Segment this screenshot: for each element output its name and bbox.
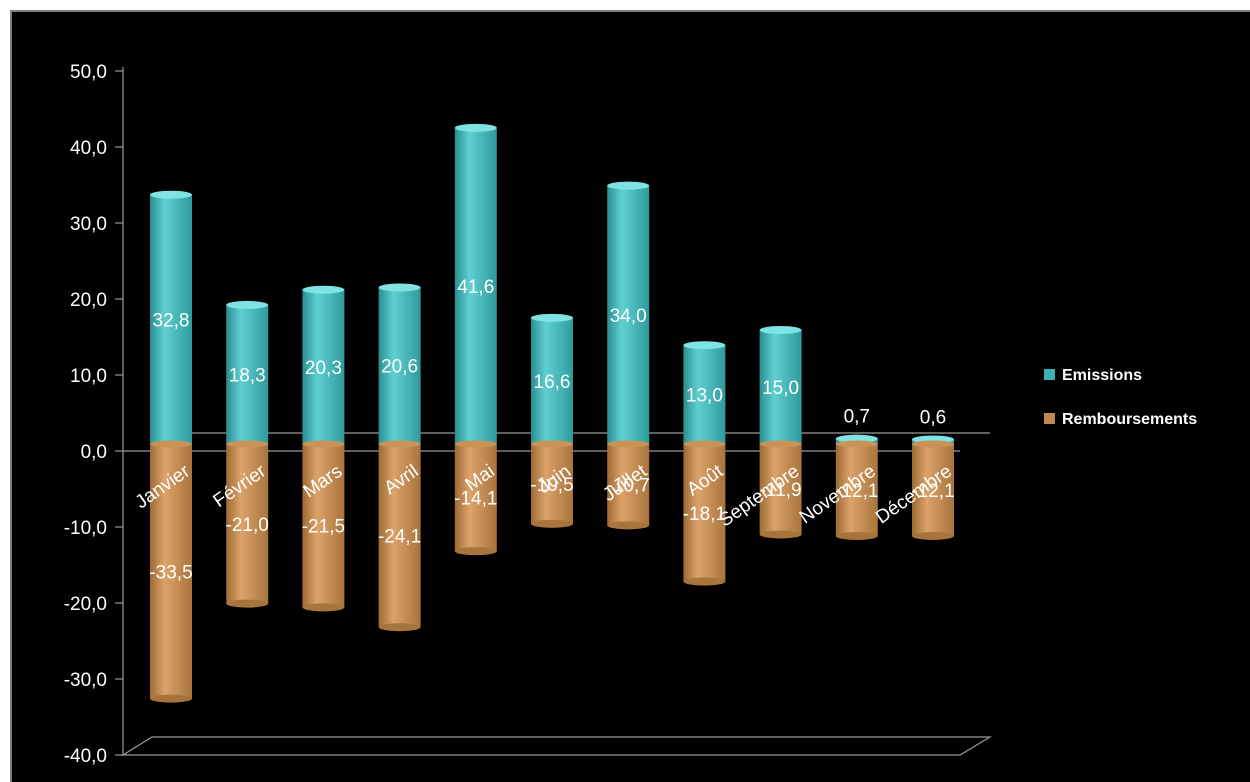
data-label-emissions: 20,6 (381, 357, 418, 378)
axes: 50,0 40,0 30,0 20,0 10,0 0,0 -10,0 -20,0 -30,0 -4… (64, 62, 993, 767)
y-tick-label: -20,0 (64, 594, 107, 615)
bar-remboursements-cap (302, 603, 345, 612)
y-tick-label: 20,0 (70, 290, 107, 311)
bar-joint (531, 440, 573, 448)
data-label-emissions: 16,6 (534, 372, 571, 393)
data-label-emissions: 34,0 (610, 306, 647, 327)
y-tick-label: 10,0 (70, 366, 107, 387)
bar-emissions (302, 289, 345, 444)
bar-joint (607, 440, 650, 448)
y-tick-label: 40,0 (70, 138, 107, 159)
bar-remboursements (607, 444, 650, 526)
bar-emissions (454, 127, 497, 444)
bar-emissions-cap (531, 313, 573, 322)
bar-emissions-cap (378, 283, 421, 292)
data-label-remboursements: -12,1 (911, 481, 954, 502)
data-label-emissions: 15,0 (762, 378, 799, 399)
data-label-remboursements: -11,9 (760, 480, 802, 501)
bar-emissions-cap (759, 326, 802, 334)
bar-remboursements (378, 444, 421, 628)
bar-remboursements-cap (531, 519, 573, 528)
legend-label: Emissions (1062, 367, 1142, 384)
bar-joint (302, 440, 345, 448)
bar-joint (835, 440, 878, 448)
legend-swatch (1044, 369, 1055, 380)
bar-joint (378, 440, 421, 448)
y-tick-label: -40,0 (64, 746, 107, 767)
data-label-remboursements: -33,5 (149, 562, 192, 583)
data-label-emissions: 18,3 (229, 365, 266, 386)
bar-remboursements (683, 444, 726, 582)
y-tick-label: 30,0 (70, 214, 107, 235)
bar-emissions (759, 330, 802, 444)
bar-emissions-cap (150, 190, 192, 199)
bar-emissions (226, 304, 269, 444)
bar-emissions (378, 287, 421, 444)
chart-floor (120, 736, 993, 756)
legend: Emissions Remboursements (1044, 367, 1197, 428)
bar-joint (912, 440, 954, 448)
bar-remboursements (835, 444, 878, 536)
bar-remboursements-cap (378, 623, 421, 632)
bar-remboursements-cap (454, 547, 497, 556)
data-label-emissions: 0,6 (920, 407, 946, 428)
bar-emissions-cap (607, 181, 650, 190)
data-label-emissions: 13,0 (686, 386, 723, 407)
data-label-emissions: 41,6 (457, 277, 494, 298)
bar-remboursements (912, 444, 954, 536)
bar-joint (454, 440, 497, 448)
bar-joint (759, 440, 802, 448)
data-label-remboursements: -12,1 (835, 481, 878, 502)
bar-remboursements (150, 444, 192, 699)
bar-remboursements-cap (150, 694, 192, 703)
legend-swatch (1044, 413, 1055, 424)
bar-emissions-cap (454, 123, 497, 132)
bar-remboursements-cap (607, 521, 650, 530)
y-tick-label: 0,0 (81, 442, 107, 463)
bar-joint (226, 440, 269, 448)
y-tick-label: -10,0 (64, 518, 107, 539)
bar-emissions (531, 317, 573, 444)
bar-joint (683, 440, 726, 448)
bar-emissions (607, 185, 650, 444)
bar-emissions (150, 194, 192, 444)
bars (150, 123, 954, 703)
bar-remboursements (759, 444, 802, 535)
bar-remboursements (226, 444, 269, 604)
bar-emissions (683, 345, 726, 444)
y-tick-label: 50,0 (70, 62, 107, 83)
legend-label: Remboursements (1062, 411, 1197, 428)
data-label-remboursements: -10,7 (607, 476, 650, 497)
y-tick-label: -30,0 (64, 670, 107, 691)
bar-emissions-cap (835, 434, 878, 443)
bar-remboursements (531, 444, 573, 524)
bar-remboursements-cap (226, 599, 269, 608)
bar-joint (150, 440, 192, 448)
data-label-remboursements: -21,0 (226, 515, 269, 536)
data-label-remboursements: -24,1 (378, 527, 421, 548)
data-label-remboursements: -21,5 (302, 517, 345, 538)
data-label-remboursements: -14,1 (454, 489, 497, 510)
data-label-emissions: 20,3 (305, 358, 342, 379)
bar-remboursements-cap (683, 577, 726, 586)
data-label-remboursements: -18,1 (683, 504, 726, 525)
data-label-emissions: 0,7 (844, 407, 870, 428)
data-label-emissions: 32,8 (153, 310, 190, 331)
bar-emissions-cap (302, 285, 345, 294)
bar-remboursements (302, 444, 345, 608)
bar-remboursements-cap (912, 531, 954, 540)
data-label-remboursements: -10,5 (530, 475, 573, 496)
bar-emissions-cap (683, 341, 726, 350)
bar-remboursements-cap (835, 531, 878, 540)
bar-remboursements (454, 444, 497, 552)
bar-remboursements-cap (759, 530, 802, 539)
bar-emissions-cap (226, 300, 269, 309)
